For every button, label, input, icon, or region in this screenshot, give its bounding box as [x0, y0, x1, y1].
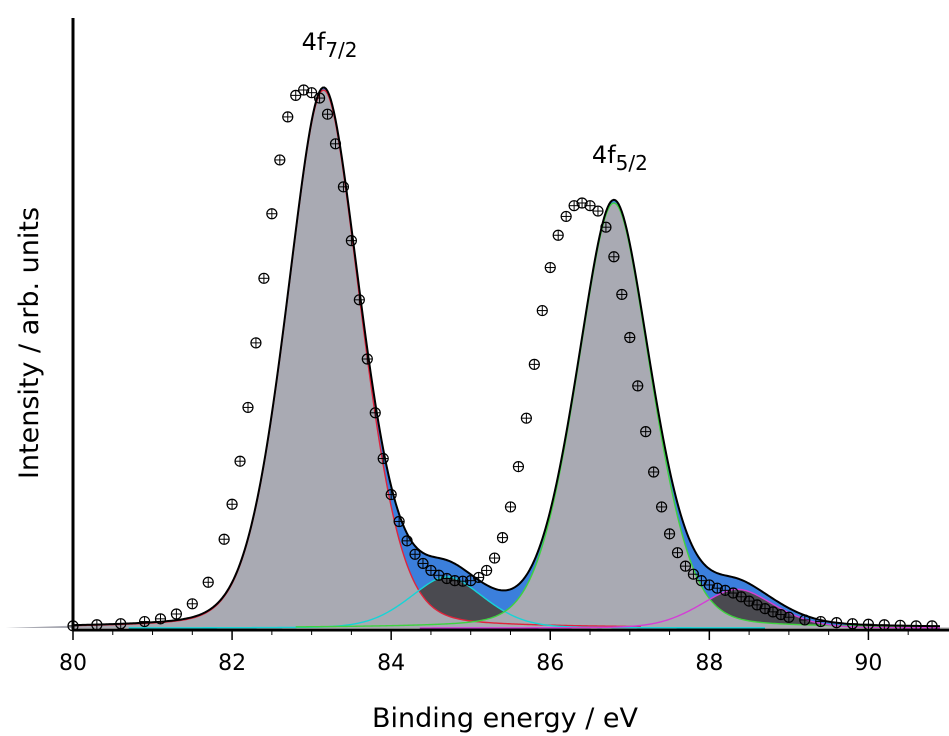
data-point: [298, 84, 310, 96]
data-point: [504, 501, 517, 513]
data-point: [401, 535, 413, 547]
plot-area: [5, 84, 949, 632]
data-point: [361, 353, 373, 365]
x-tick-label: 82: [218, 651, 246, 676]
data-point: [385, 488, 397, 501]
data-point: [377, 452, 389, 465]
data-point: [799, 614, 811, 626]
data-point: [608, 251, 620, 263]
component-area-2: [128, 576, 766, 628]
data-point: [234, 455, 246, 467]
data-point: [528, 358, 540, 370]
data-point: [290, 89, 302, 101]
data-point: [703, 579, 715, 591]
data-point: [258, 272, 270, 284]
data-point: [266, 208, 278, 220]
data-point: [815, 615, 827, 628]
data-point: [632, 380, 644, 392]
data-point: [329, 138, 342, 150]
data-point: [488, 552, 501, 564]
data-point: [663, 528, 676, 540]
data-point: [425, 564, 437, 577]
data-point: [862, 618, 875, 630]
data-point: [560, 210, 572, 223]
data-point: [520, 412, 532, 424]
axes: 80 82 84 86 88 90: [59, 18, 949, 676]
data-point: [544, 261, 556, 274]
data-point: [337, 181, 350, 193]
labels: Binding energy / eV Intensity / arb. uni…: [14, 28, 648, 734]
data-point: [345, 235, 357, 247]
x-axis-title: Binding energy / eV: [372, 703, 639, 734]
data-point: [226, 498, 238, 510]
x-tick-label: 86: [536, 651, 564, 676]
data-point: [353, 294, 365, 306]
x-tick-label: 80: [59, 651, 87, 676]
data-point: [170, 608, 182, 620]
data-point: [846, 618, 859, 630]
data-point: [536, 304, 548, 317]
data-point: [115, 618, 127, 630]
data-point: [473, 571, 485, 584]
data-point: [600, 221, 612, 233]
data-point: [242, 401, 254, 414]
data-point: [321, 108, 334, 120]
data-point: [393, 515, 405, 528]
data-point: [592, 205, 604, 217]
data-point: [584, 200, 596, 212]
data-point: [830, 617, 843, 629]
data-point: [409, 548, 421, 560]
data-point: [465, 575, 477, 587]
data-point: [552, 229, 564, 241]
data-point: [154, 613, 167, 625]
peak-label-main: 4f: [302, 28, 326, 56]
data-point: [91, 619, 103, 631]
data-point: [616, 288, 628, 301]
component-line-4: [419, 588, 940, 629]
data-point: [640, 426, 652, 438]
data-point: [313, 92, 326, 104]
data-point: [218, 533, 230, 545]
peak-label-2: 4f5/2: [592, 141, 648, 175]
data-point: [433, 569, 445, 581]
data-point: [679, 560, 692, 572]
x-tick-label: 88: [695, 651, 723, 676]
peak-label-1: 4f7/2: [302, 28, 358, 62]
data-point: [687, 568, 700, 580]
data-point: [369, 407, 381, 419]
data-point: [417, 557, 429, 570]
component-line-3: [295, 202, 933, 628]
data-point: [202, 576, 214, 588]
data-point: [624, 331, 636, 344]
data-point: [671, 547, 684, 559]
data-point: [783, 611, 795, 623]
data-point: [274, 154, 286, 166]
component-area-1: [5, 90, 642, 628]
data-point: [306, 87, 318, 99]
component-area-3: [295, 202, 933, 629]
data-point: [138, 615, 151, 628]
x-tick-label: 90: [854, 651, 882, 676]
envelope-area: [73, 87, 940, 629]
data-point: [648, 466, 660, 478]
data-point: [496, 532, 509, 544]
data-point: [481, 564, 493, 577]
data-point: [656, 501, 668, 513]
data-point: [878, 619, 890, 631]
y-axis-title: Intensity / arb. units: [14, 207, 45, 479]
data-point: [250, 337, 262, 349]
data-point: [186, 598, 198, 610]
data-point: [282, 111, 294, 123]
peak-label-main: 4f: [592, 141, 616, 169]
peak-label-sub: 7/2: [325, 38, 357, 62]
data-point: [759, 603, 771, 615]
x-tick-label: 84: [377, 651, 405, 676]
envelope-line: [72, 86, 941, 628]
data-point: [512, 461, 525, 473]
peak-label-sub: 5/2: [616, 151, 648, 175]
